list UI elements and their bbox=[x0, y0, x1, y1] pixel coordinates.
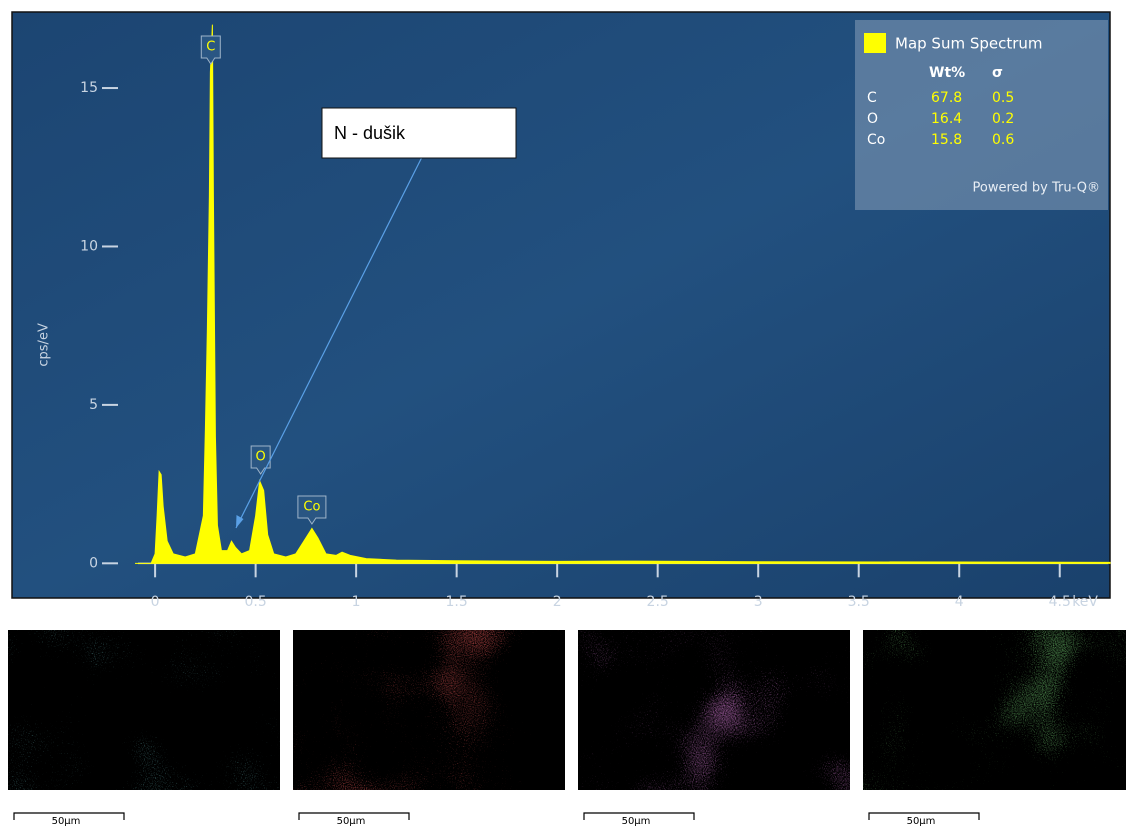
x-tick-label: 3.5 bbox=[848, 594, 870, 610]
y-tick-label: 15 bbox=[80, 80, 98, 96]
map-signal bbox=[578, 630, 850, 790]
x-tick-label: 2.5 bbox=[647, 594, 669, 610]
peak-label-box bbox=[297, 495, 327, 525]
legend-column: σ bbox=[992, 65, 1003, 81]
y-axis-label: cps/eV bbox=[37, 323, 52, 367]
peak-label-box bbox=[250, 445, 271, 475]
annotation-box bbox=[321, 107, 517, 159]
scale-label: 50µm bbox=[622, 816, 651, 827]
legend-footer: Powered by Tru-Q® bbox=[973, 181, 1101, 196]
map-signal bbox=[8, 630, 280, 790]
map-image bbox=[578, 630, 850, 790]
annotation-arrow bbox=[235, 144, 429, 529]
map-image bbox=[863, 630, 1126, 790]
map-tint bbox=[293, 630, 565, 790]
legend-value: 0.2 bbox=[992, 111, 1014, 127]
scale-bar bbox=[583, 812, 695, 820]
y-tick-label: 0 bbox=[89, 555, 98, 571]
scale-bar bbox=[298, 812, 410, 820]
x-tick-label: 4.5 bbox=[1049, 594, 1071, 610]
legend-element: Co bbox=[867, 132, 885, 148]
legend-box bbox=[855, 20, 1108, 210]
map-tint bbox=[578, 630, 850, 790]
scale-label: 50µm bbox=[337, 816, 366, 827]
map-image bbox=[8, 630, 280, 790]
peak-label: Co bbox=[303, 500, 320, 515]
scale-label: 50µm bbox=[907, 816, 936, 827]
map-tint bbox=[863, 630, 1126, 790]
scale-bar bbox=[868, 812, 980, 820]
scale-label: 50µm bbox=[52, 816, 81, 827]
legend-value: 67.8 bbox=[931, 90, 962, 106]
x-tick-label: 3 bbox=[754, 594, 763, 610]
x-tick-label: 0.5 bbox=[244, 594, 266, 610]
x-tick-label: 4 bbox=[955, 594, 964, 610]
x-tick-label: 2 bbox=[553, 594, 562, 610]
peak-label-box bbox=[200, 35, 221, 65]
x-tick-label: 0 bbox=[151, 594, 160, 610]
map-tint bbox=[8, 630, 280, 790]
spectrum bbox=[135, 24, 1111, 564]
scale-bar bbox=[13, 812, 125, 820]
annotation-arrowhead bbox=[236, 515, 244, 528]
x-axis-unit: keV bbox=[1072, 594, 1098, 610]
x-tick-label: 1.5 bbox=[446, 594, 468, 610]
annotation: N - dušik bbox=[334, 123, 406, 143]
element-maps: 50µm 50µm 50µm 50µm bbox=[8, 630, 1126, 827]
legend-swatch bbox=[864, 33, 886, 53]
legend-value: 16.4 bbox=[931, 111, 962, 127]
legend-element: O bbox=[867, 111, 878, 127]
map-image bbox=[293, 630, 565, 790]
legend-value: 0.5 bbox=[992, 90, 1014, 106]
legend-value: 0.6 bbox=[992, 132, 1014, 148]
y-tick-label: 5 bbox=[89, 397, 98, 413]
map-signal bbox=[293, 630, 565, 790]
x-tick-label: 1 bbox=[352, 594, 361, 610]
y-tick-label: 10 bbox=[80, 238, 98, 254]
peak-label: O bbox=[256, 450, 266, 465]
peak-label: C bbox=[206, 40, 215, 55]
map-signal bbox=[863, 630, 1126, 790]
legend-element: C bbox=[867, 90, 877, 106]
legend-column: Wt% bbox=[929, 65, 965, 81]
legend-value: 15.8 bbox=[931, 132, 962, 148]
legend-name: Map Sum Spectrum bbox=[895, 35, 1043, 53]
